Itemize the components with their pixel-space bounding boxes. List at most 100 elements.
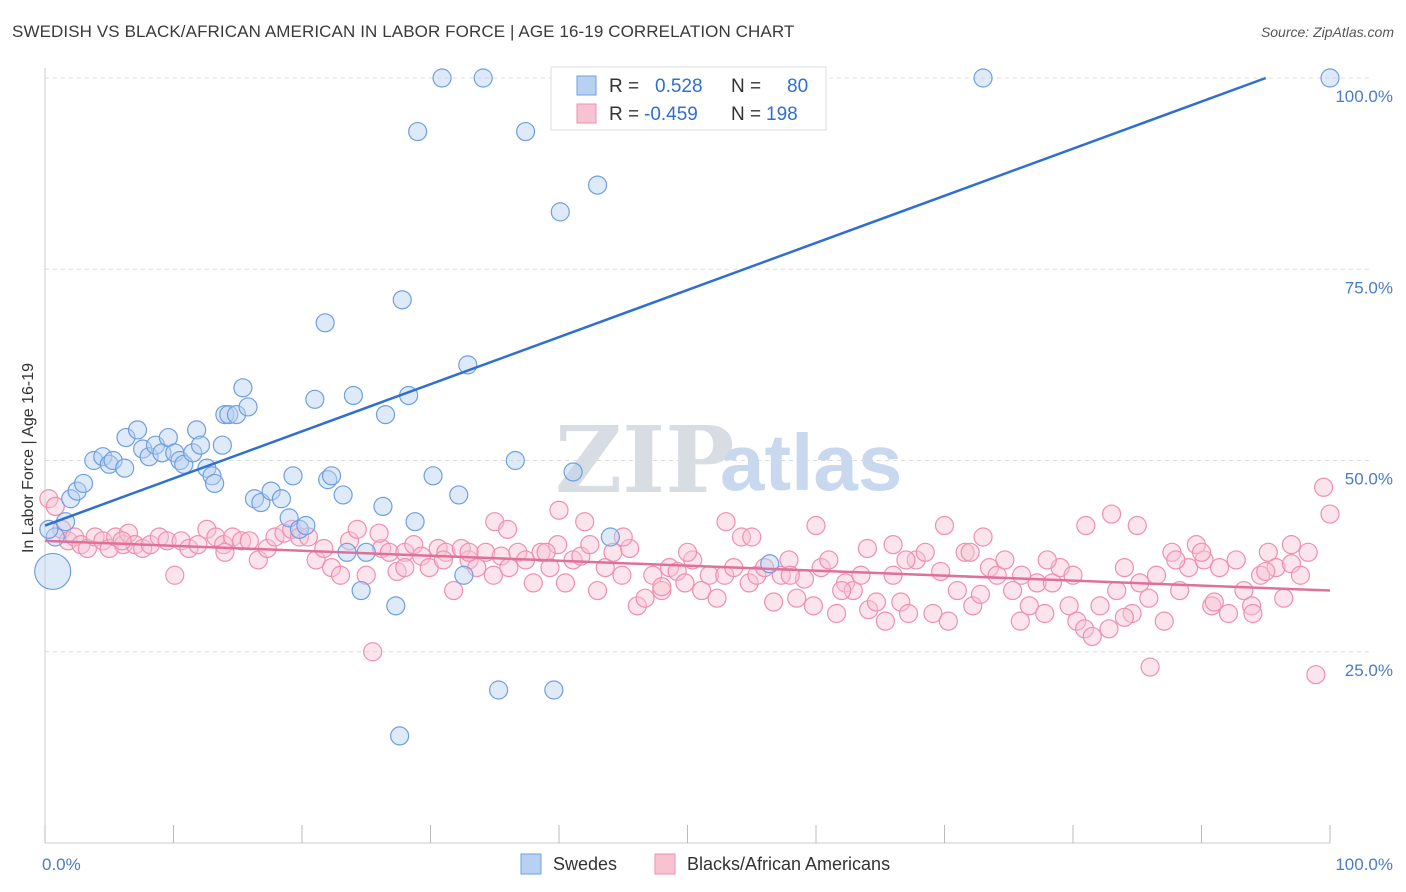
swedes-point-13 — [133, 439, 153, 459]
black-point-21 — [188, 535, 208, 555]
black-point-179 — [1191, 542, 1212, 562]
black-point-135 — [1107, 580, 1127, 601]
black-point-171 — [883, 535, 903, 555]
black-point-160 — [1306, 665, 1326, 685]
black-point-12 — [118, 523, 139, 543]
legend-bottom-label-swedes: Swedes — [553, 854, 617, 874]
swedes-point-11 — [116, 427, 136, 448]
swedes-point-26 — [205, 473, 225, 494]
black-point-132 — [1082, 626, 1102, 647]
black-point-23 — [206, 527, 226, 547]
swedes-point-25 — [202, 466, 222, 486]
black-point-73 — [612, 565, 632, 585]
black-point-89 — [739, 573, 759, 593]
black-point-149 — [1218, 603, 1239, 624]
black-point-92 — [763, 592, 784, 612]
black-point-44 — [379, 542, 399, 562]
swedes-point-12 — [127, 420, 148, 440]
black-point-148 — [1209, 557, 1230, 578]
black-point-152 — [1242, 596, 1262, 616]
black-point-120 — [987, 565, 1007, 585]
black-point-196 — [1011, 565, 1032, 585]
black-point-195 — [960, 542, 980, 562]
swedes-point-67 — [544, 680, 564, 700]
black-point-90 — [747, 565, 767, 585]
black-point-182 — [1320, 504, 1340, 524]
black-point-133 — [1090, 596, 1110, 616]
black-point-57 — [483, 565, 504, 585]
black-point-26 — [232, 531, 252, 551]
swedes-trend-line — [44, 76, 1267, 527]
black-point-177 — [1127, 515, 1147, 536]
black-point-108 — [891, 592, 911, 612]
black-point-8 — [93, 531, 113, 551]
black-point-99 — [819, 550, 839, 570]
black-point-54 — [459, 550, 479, 570]
swedes-point-29 — [219, 405, 239, 425]
legend-bottom: Swedes Blacks/African Americans — [520, 853, 890, 875]
swedes-point-48 — [351, 580, 371, 601]
tick-labels: 25.0% 50.0% 75.0% 100.0% 0.0% 100.0% — [42, 87, 1393, 874]
black-point-47 — [404, 535, 424, 555]
black-point-27 — [239, 531, 259, 551]
black-point-168 — [742, 527, 762, 547]
legend-n-label-1: N = — [731, 76, 761, 97]
black-point-146 — [1194, 550, 1214, 570]
swedes-point-38 — [283, 466, 303, 486]
swedes-point-10 — [115, 458, 135, 478]
black-point-65 — [548, 535, 568, 555]
black-point-104 — [859, 600, 879, 620]
black-point-162 — [433, 550, 453, 570]
black-point-18 — [165, 565, 185, 585]
black-point-95 — [787, 588, 807, 608]
x-tick-label-1: 100.0% — [1335, 855, 1393, 874]
y-tick-label-3: 100.0% — [1335, 87, 1393, 106]
swedes-point-66 — [515, 121, 536, 142]
black-point-121 — [995, 550, 1015, 570]
black-point-117 — [963, 596, 983, 616]
watermark-atlas: atlas — [720, 418, 902, 507]
legend-swatch-swedes — [576, 75, 597, 96]
black-point-103 — [851, 565, 871, 585]
black-point-169 — [806, 515, 826, 536]
black-point-161 — [1313, 477, 1334, 497]
black-point-1 — [45, 496, 65, 516]
black-point-173 — [973, 527, 993, 547]
black-point-74 — [620, 538, 640, 559]
y-tick-label-1: 50.0% — [1345, 470, 1393, 489]
swedes-point-36 — [271, 489, 292, 509]
swedes-point-50 — [373, 496, 393, 516]
black-point-154 — [1258, 542, 1278, 562]
legend-bottom-swatch-swedes — [520, 853, 542, 875]
swedes-point-14 — [139, 447, 159, 467]
black-point-183 — [112, 531, 132, 551]
black-point-181 — [1281, 535, 1302, 555]
black-point-62 — [523, 573, 543, 593]
black-point-136 — [1114, 557, 1135, 578]
black-point-113 — [931, 561, 951, 582]
black-point-102 — [843, 580, 863, 601]
black-point-194 — [896, 550, 916, 570]
gridlines — [45, 77, 1370, 653]
black-point-115 — [947, 580, 967, 601]
black-point-38 — [330, 565, 351, 585]
swedes-point-75 — [973, 68, 993, 88]
black-point-174 — [1037, 550, 1057, 570]
swedes-point-21 — [183, 443, 203, 463]
black-point-178 — [1166, 550, 1186, 570]
black-point-188 — [536, 542, 556, 562]
black-point-100 — [826, 603, 847, 624]
black-point-32 — [282, 519, 302, 539]
swedes-point-8 — [99, 454, 119, 474]
black-point-190 — [652, 577, 672, 597]
black-point-123 — [1010, 611, 1030, 631]
black-point-41 — [356, 565, 376, 585]
swedes-point-59 — [432, 68, 452, 88]
swedes-point-53 — [390, 726, 410, 746]
legend-r-label-1: R = — [609, 76, 639, 97]
black-point-166 — [575, 512, 595, 532]
black-point-130 — [1067, 611, 1087, 631]
black-point-116 — [955, 542, 975, 562]
black-point-186 — [395, 557, 415, 578]
trend-lines — [44, 76, 1331, 592]
